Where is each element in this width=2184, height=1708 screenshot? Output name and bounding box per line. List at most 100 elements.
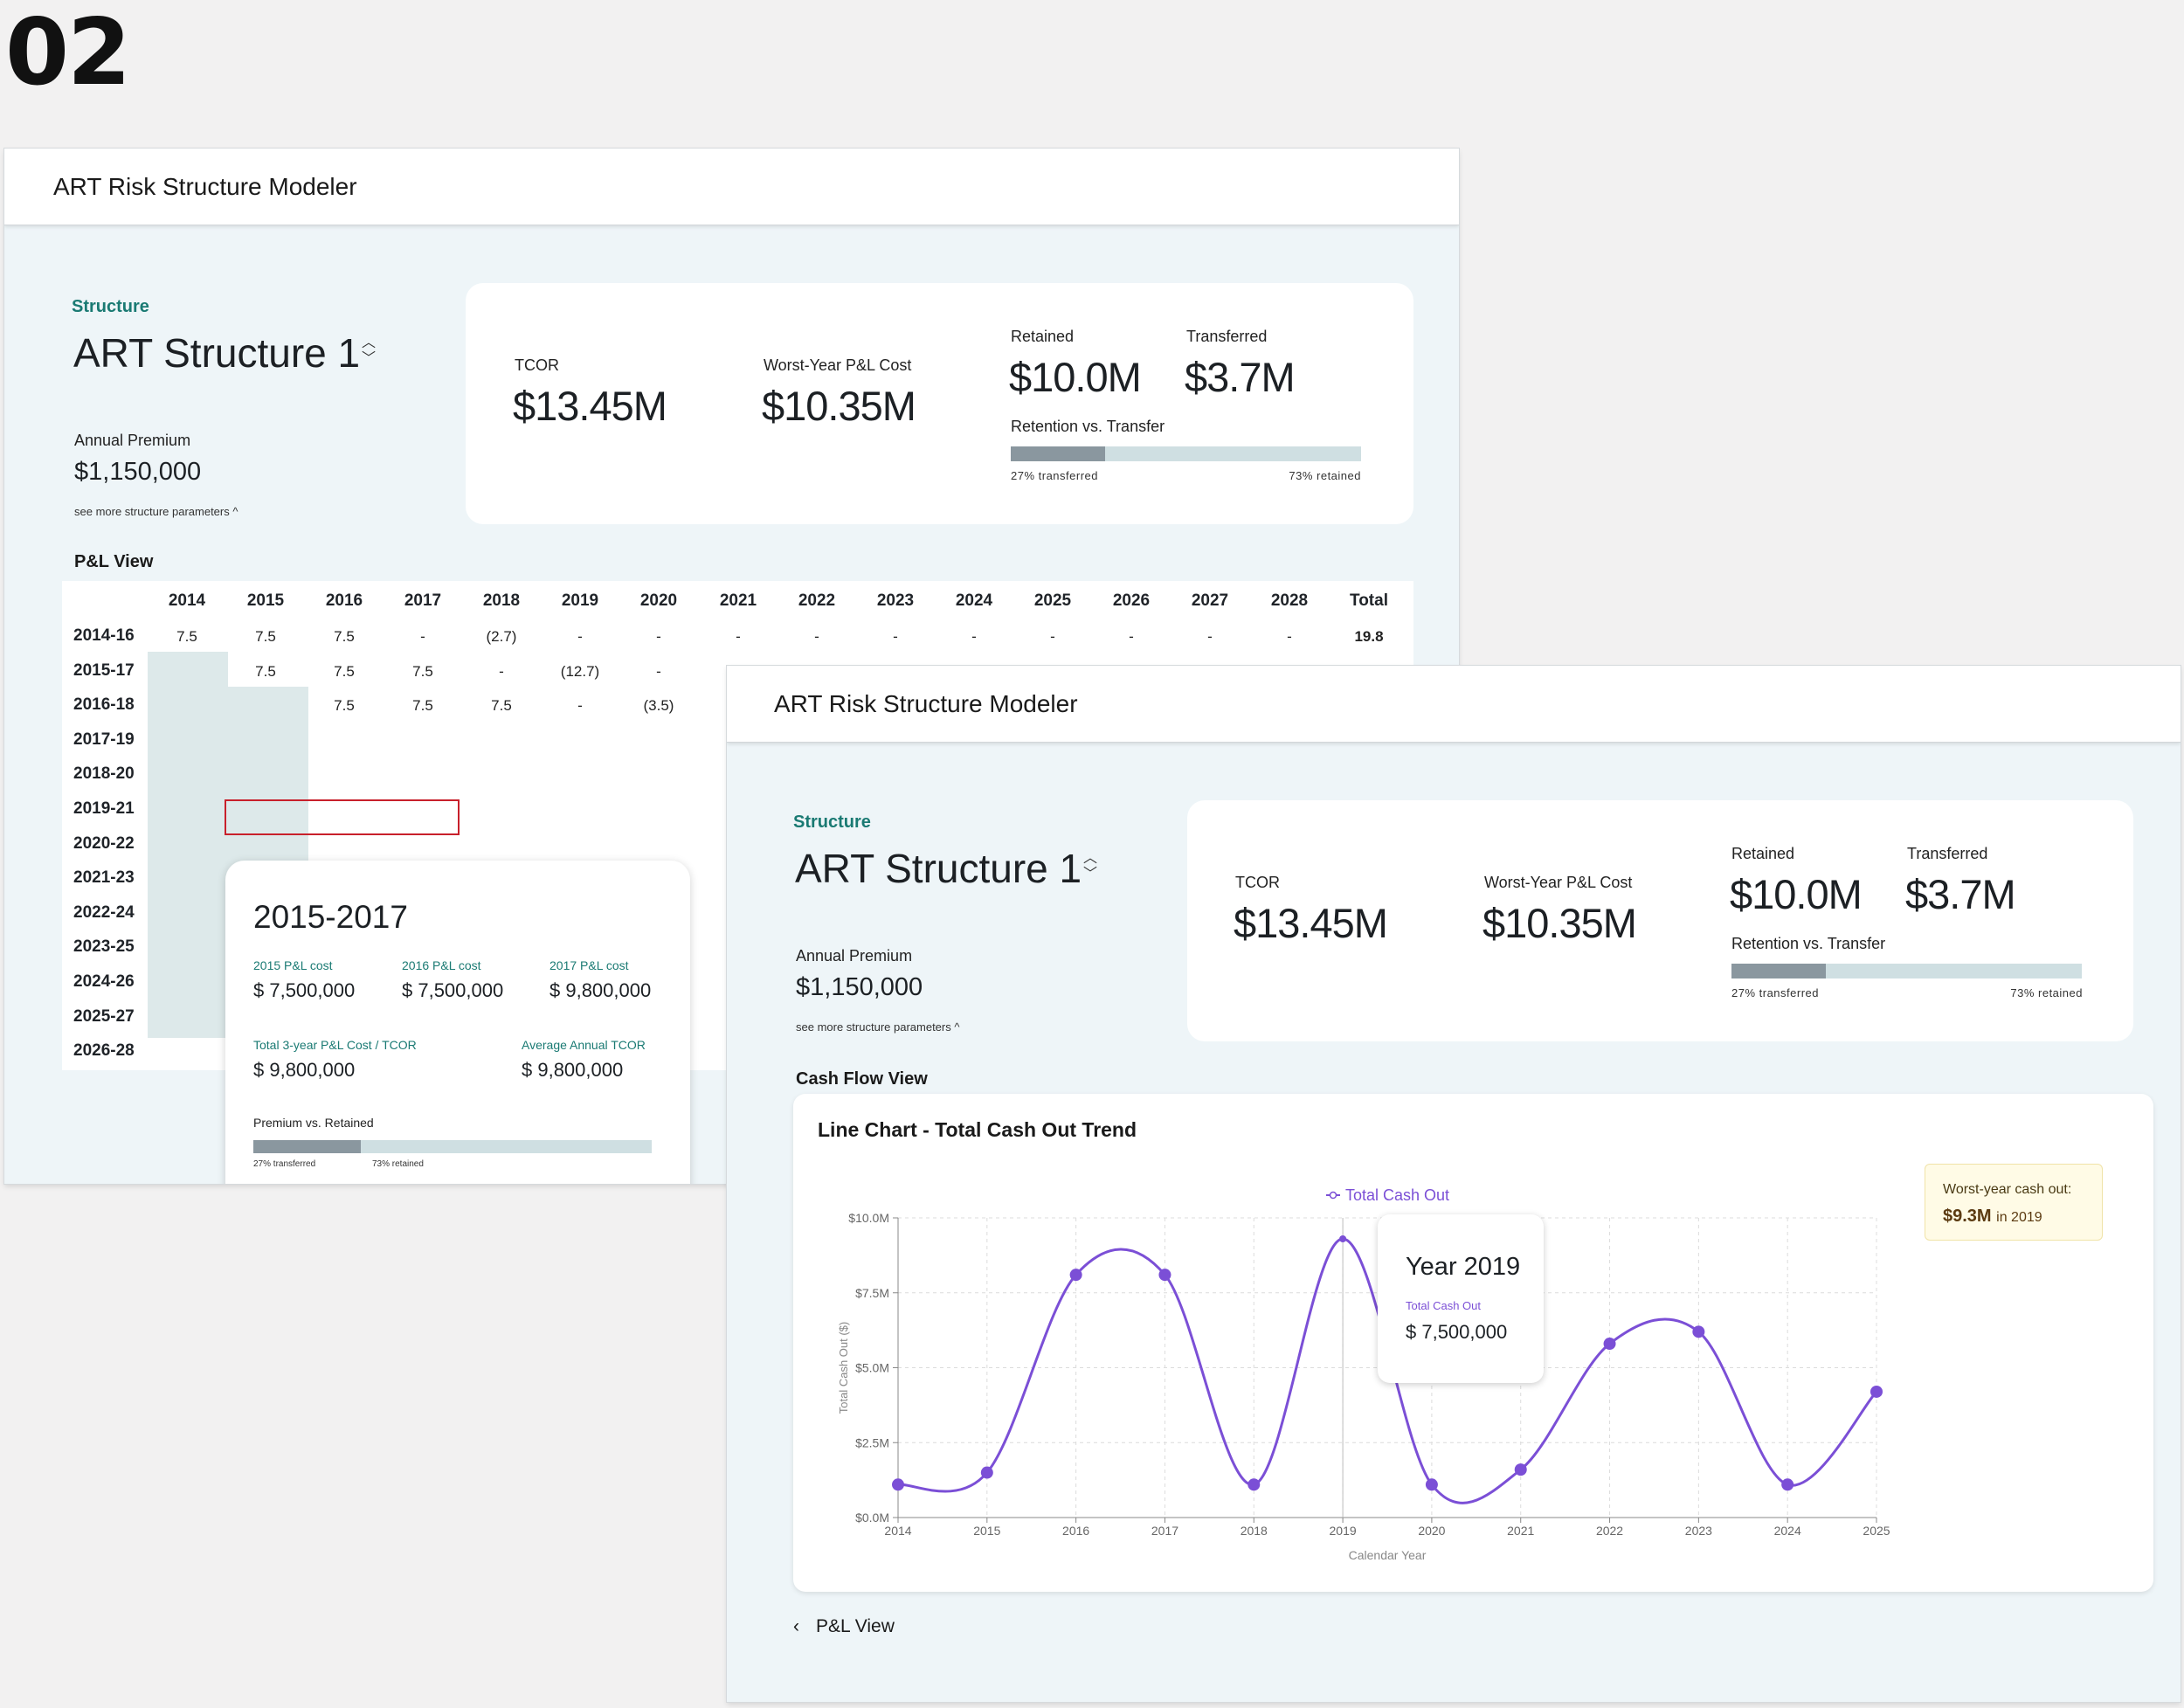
transferred-fill [1731,964,1827,978]
popup-item-label: 2016 P&L cost [402,958,481,972]
row-label: 2023-25 [73,937,135,957]
row-label: 2022-24 [73,902,135,922]
column-header: 2026 [1112,591,1151,610]
table-cell[interactable]: (3.5) [643,697,674,715]
structure-label: Structure [72,297,149,316]
pl-window: ART Risk Structure Modeler Structure ART… [4,149,1459,1184]
table-cell[interactable]: 19.8 [1354,628,1384,645]
premium-value: $1,150,000 [796,973,923,1001]
structure-switcher[interactable]: ︿ ﹀ [359,335,378,367]
worst-year-label: Worst-Year P&L Cost [1484,874,1633,891]
table-cell[interactable]: - [420,628,425,645]
tcor-label: TCOR [1235,874,1280,891]
column-header: 2020 [639,591,678,610]
chevron-left-icon: ‹ [793,1616,799,1636]
column-header: 2021 [719,591,757,610]
avg-tcor-label: Average Annual TCOR [522,1038,646,1052]
table-cell[interactable]: (2.7) [486,628,517,645]
retained-value: $10.0M [1009,354,1142,400]
table-cell[interactable]: - [971,628,977,645]
data-point [1339,1235,1347,1243]
popup-item-value: $ 9,800,000 [549,979,652,1001]
titlebar: ART Risk Structure Modeler [4,149,1459,225]
table-cell[interactable]: 7.5 [334,697,355,715]
transferred-caption: 27% transferred [1731,986,1819,999]
column-header: Total [1350,591,1388,610]
back-label: P&L View [816,1616,895,1636]
table-cell[interactable]: - [1050,628,1055,645]
worst-year-callout-label: Worst-year cash out: [1943,1182,2072,1197]
x-tick-label: 2017 [1151,1524,1178,1538]
data-point [1692,1325,1705,1338]
see-more-label: see more structure parameters [796,1020,951,1034]
y-tick-label: $2.5M [855,1435,889,1449]
table-cell[interactable]: 7.5 [412,662,433,680]
retention-transfer-bar [1731,964,2082,978]
table-cell[interactable]: 7.5 [255,662,276,680]
table-cell[interactable]: - [577,628,583,645]
column-header: 2028 [1270,591,1309,610]
retained-caption: 73% retained [372,1159,424,1169]
chevron-down-icon: ﹀ [1082,867,1097,882]
column-header: 2015 [246,591,285,610]
table-cell[interactable]: - [499,662,504,680]
premium-label: Annual Premium [796,947,913,965]
y-tick-label: $7.5M [855,1286,889,1300]
x-tick-label: 2021 [1507,1524,1534,1538]
table-shade [148,652,228,1038]
table-cell[interactable]: - [814,628,819,645]
table-cell[interactable]: 7.5 [491,697,512,715]
chevron-up-icon: ︿ [1082,851,1097,866]
x-tick-label: 2019 [1330,1524,1357,1538]
row-label: 2016-18 [73,695,135,715]
transferred-value: $3.7M [1185,354,1296,400]
table-cell[interactable]: 7.5 [412,697,433,715]
x-tick-label: 2015 [973,1524,1000,1538]
row-label: 2025-27 [73,1006,135,1026]
table-cell[interactable]: - [1287,628,1292,645]
transferred-fill [1011,446,1106,461]
table-cell[interactable]: 7.5 [334,628,355,645]
x-tick-label: 2023 [1685,1524,1712,1538]
pl-view-title: P&L View [74,552,154,571]
table-cell[interactable]: - [1207,628,1213,645]
tooltip-title: Year 2019 [1406,1253,1521,1281]
data-point [892,1478,904,1491]
selected-range-highlight [225,799,460,835]
column-header: 2017 [404,591,442,610]
table-cell[interactable]: 7.5 [176,628,197,645]
row-label: 2014-16 [73,626,135,645]
table-cell[interactable]: - [656,662,661,680]
retained-label: Retained [1731,845,1795,862]
row-label: 2017-19 [73,730,135,749]
popup-title: 2015-2017 [253,899,408,935]
chevron-up-icon: ^ [954,1020,960,1034]
see-more-link[interactable]: see more structure parameters ^ [796,1020,959,1034]
x-tick-label: 2016 [1062,1524,1089,1538]
table-cell[interactable]: - [577,697,583,715]
data-point [1248,1478,1261,1491]
back-to-pl-link[interactable]: ‹ P&L View [793,1616,895,1637]
table-cell[interactable]: - [893,628,898,645]
table-cell[interactable]: - [1129,628,1134,645]
premium-retained-bar [253,1140,652,1153]
data-point [1069,1269,1082,1282]
see-more-label: see more structure parameters [74,505,230,518]
table-cell[interactable]: (12.7) [560,662,600,680]
table-cell[interactable]: - [736,628,741,645]
table-cell[interactable]: 7.5 [334,662,355,680]
table-cell[interactable]: 7.5 [255,628,276,645]
see-more-link[interactable]: see more structure parameters ^ [74,505,238,518]
chevron-up-icon: ︿ [361,335,376,350]
x-tick-label: 2014 [884,1524,911,1538]
table-cell[interactable]: - [656,628,661,645]
retention-transfer-label: Retention vs. Transfer [1011,418,1165,435]
structure-switcher[interactable]: ︿ ﹀ [1081,851,1100,882]
x-tick-label: 2022 [1596,1524,1623,1538]
row-label: 2024-26 [73,972,135,991]
column-header: 2022 [798,591,836,610]
chart-title: Line Chart - Total Cash Out Trend [818,1118,1137,1141]
column-header: 2018 [482,591,521,610]
worst-year-value: $10.35M [762,383,916,429]
x-tick-label: 2020 [1418,1524,1445,1538]
